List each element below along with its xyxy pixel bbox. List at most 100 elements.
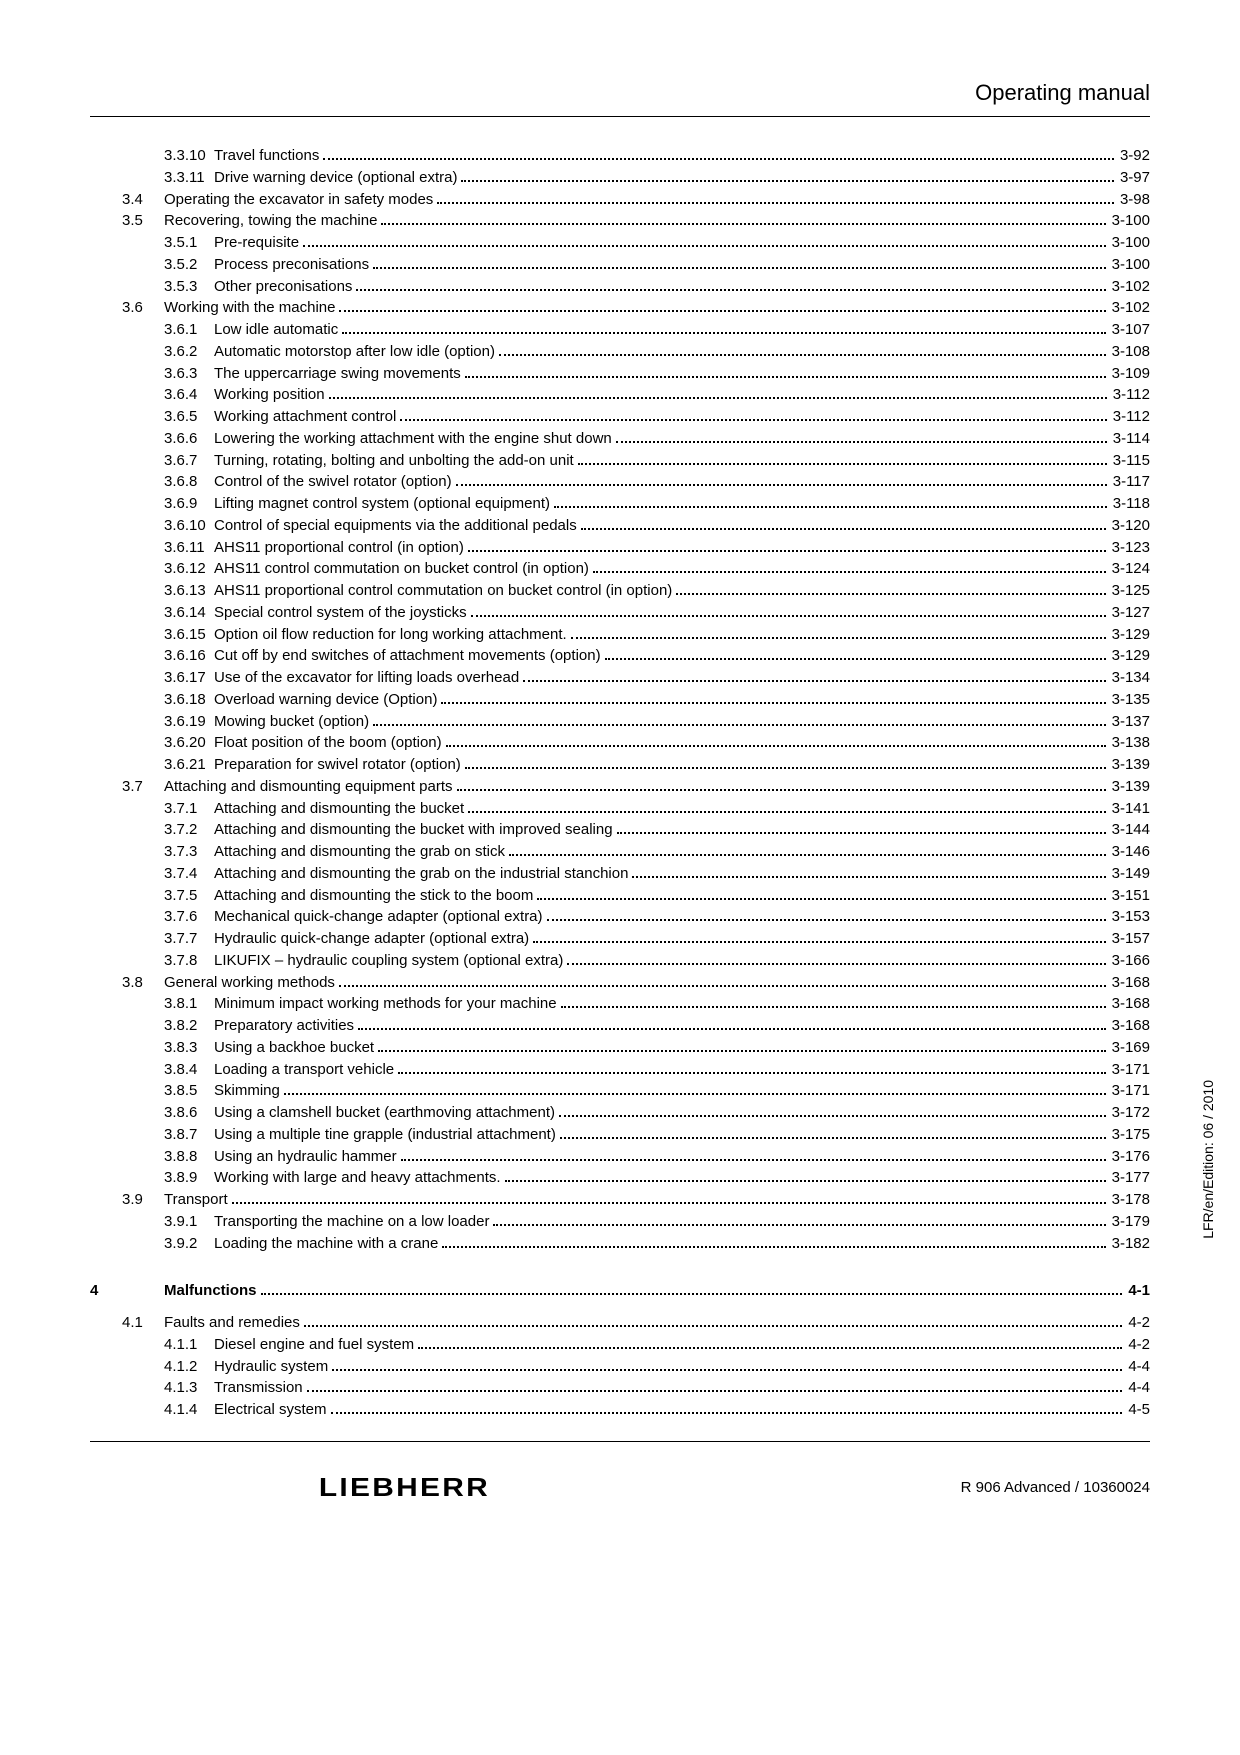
toc-entry-page: 3-182 — [1110, 1233, 1150, 1255]
toc-entry-page: 3-108 — [1110, 341, 1150, 363]
toc-entry: 3.6.15Option oil flow reduction for long… — [90, 624, 1150, 646]
toc-leader-dots — [537, 886, 1105, 900]
toc-entry: 3.6.7Turning, rotating, bolting and unbo… — [90, 450, 1150, 472]
toc-entry-title: Working with large and heavy attachments… — [214, 1167, 501, 1189]
toc-entry-page: 3-118 — [1111, 493, 1150, 515]
toc-entry-page: 4-5 — [1126, 1399, 1150, 1421]
toc-entry-page: 3-123 — [1110, 537, 1150, 559]
toc-entry-title: Recovering, towing the machine — [164, 210, 377, 232]
toc-leader-dots — [232, 1191, 1106, 1205]
toc-entry-page: 4-2 — [1126, 1312, 1150, 1334]
toc-entry-page: 3-141 — [1110, 798, 1150, 820]
toc-entry: 3.6.2Automatic motorstop after low idle … — [90, 341, 1150, 363]
toc-entry-title: Travel functions — [214, 145, 319, 167]
toc-leader-dots — [676, 582, 1105, 596]
toc-entry-title: Loading a transport vehicle — [214, 1059, 394, 1081]
toc-leader-dots — [581, 516, 1106, 530]
toc-entry-title: LIKUFIX – hydraulic coupling system (opt… — [214, 950, 563, 972]
toc-entry-title: Mowing bucket (option) — [214, 711, 369, 733]
toc-leader-dots — [465, 756, 1106, 770]
toc-leader-dots — [332, 1357, 1122, 1371]
toc-leader-dots — [561, 995, 1106, 1009]
toc-entry-title: Operating the excavator in safety modes — [164, 189, 433, 211]
toc-leader-dots — [381, 212, 1105, 226]
toc-leader-dots — [533, 930, 1105, 944]
toc-entry-title: Using a backhoe bucket — [214, 1037, 374, 1059]
toc-entry: 3.6.20Float position of the boom (option… — [90, 732, 1150, 754]
brand-logo: LIEBHERR — [319, 1472, 490, 1503]
toc-leader-dots — [441, 690, 1105, 704]
toc-entry-title: Automatic motorstop after low idle (opti… — [214, 341, 495, 363]
toc-entry-page: 3-107 — [1110, 319, 1150, 341]
toc-entry-page: 3-144 — [1110, 819, 1150, 841]
toc-entry: 3.9Transport 3-178 — [90, 1189, 1150, 1211]
toc-leader-dots — [437, 190, 1114, 204]
toc-entry-title: Electrical system — [214, 1399, 327, 1421]
toc-entry: 3.3.11Drive warning device (optional ext… — [90, 167, 1150, 189]
toc-entry-page: 3-166 — [1110, 950, 1150, 972]
toc-leader-dots — [378, 1038, 1106, 1052]
toc-entry-title: The uppercarriage swing movements — [214, 363, 461, 385]
toc-entry-title: Transport — [164, 1189, 228, 1211]
toc-entry: 3.7.3Attaching and dismounting the grab … — [90, 841, 1150, 863]
edition-side-text: LFR/en/Edition: 06 / 2010 — [1200, 1080, 1216, 1239]
toc-entry: 3.5Recovering, towing the machine 3-100 — [90, 210, 1150, 232]
toc-entry: 3.6.11AHS11 proportional control (in opt… — [90, 537, 1150, 559]
toc-entry: 3.6.19Mowing bucket (option) 3-137 — [90, 711, 1150, 733]
toc-entry-title: Attaching and dismounting the stick to t… — [214, 885, 533, 907]
toc-entry: 3.7.1Attaching and dismounting the bucke… — [90, 798, 1150, 820]
toc-entry-title: General working methods — [164, 972, 335, 994]
toc-entry-page: 4-4 — [1126, 1377, 1150, 1399]
toc-leader-dots — [303, 234, 1106, 248]
toc-entry-title: Cut off by end switches of attachment mo… — [214, 645, 601, 667]
toc-entry-title: Faults and remedies — [164, 1312, 300, 1334]
toc-entry-title: Process preconisations — [214, 254, 369, 276]
toc-entry: 3.7.7Hydraulic quick-change adapter (opt… — [90, 928, 1150, 950]
toc-entry-page: 3-127 — [1110, 602, 1150, 624]
toc-entry-page: 3-138 — [1110, 732, 1150, 754]
toc-entry-title: Drive warning device (optional extra) — [214, 167, 457, 189]
toc-leader-dots — [373, 255, 1106, 269]
toc-entry-page: 3-100 — [1110, 254, 1150, 276]
toc-entry: 3.8.3Using a backhoe bucket 3-169 — [90, 1037, 1150, 1059]
toc-entry-page: 3-168 — [1110, 1015, 1150, 1037]
toc-entry: 3.4Operating the excavator in safety mod… — [90, 189, 1150, 211]
toc-leader-dots — [342, 321, 1105, 335]
toc-leader-dots — [468, 799, 1105, 813]
toc-leader-dots — [560, 1125, 1106, 1139]
toc-entry-title: Turning, rotating, bolting and unbolting… — [214, 450, 574, 472]
toc-entry-page: 3-178 — [1110, 1189, 1150, 1211]
toc-entry-page: 4-2 — [1126, 1334, 1150, 1356]
toc-entry-title: Malfunctions — [164, 1280, 257, 1302]
toc-entry-title: Pre-requisite — [214, 232, 299, 254]
toc-entry-page: 3-97 — [1118, 167, 1150, 189]
toc-leader-dots — [398, 1060, 1106, 1074]
toc-entry-page: 3-139 — [1110, 776, 1150, 798]
toc-entry-title: Preparation for swivel rotator (option) — [214, 754, 461, 776]
toc-entry: 3.7.5Attaching and dismounting the stick… — [90, 885, 1150, 907]
toc-entry-page: 3-168 — [1110, 993, 1150, 1015]
toc-entry: 3.6.21Preparation for swivel rotator (op… — [90, 754, 1150, 776]
toc-entry-page: 3-112 — [1111, 406, 1150, 428]
toc-entry-page: 4-1 — [1126, 1280, 1150, 1302]
toc-entry-page: 3-168 — [1110, 972, 1150, 994]
toc-entry: 3.7.6Mechanical quick-change adapter (op… — [90, 906, 1150, 928]
toc-leader-dots — [307, 1379, 1123, 1393]
toc-entry-page: 3-171 — [1110, 1059, 1150, 1081]
toc-entry-title: Preparatory activities — [214, 1015, 354, 1037]
toc-entry-title: Attaching and dismounting the bucket — [214, 798, 464, 820]
toc-entry: 3.3.10Travel functions 3-92 — [90, 145, 1150, 167]
toc-entry: 3.5.1Pre-requisite 3-100 — [90, 232, 1150, 254]
toc-entry: 3.7.4Attaching and dismounting the grab … — [90, 863, 1150, 885]
toc-entry: 3.8General working methods 3-168 — [90, 972, 1150, 994]
toc-entry: 3.8.1Minimum impact working methods for … — [90, 993, 1150, 1015]
toc-entry-title: Hydraulic quick-change adapter (optional… — [214, 928, 529, 950]
toc-entry-title: Using an hydraulic hammer — [214, 1146, 397, 1168]
toc-entry: 3.6.8Control of the swivel rotator (opti… — [90, 471, 1150, 493]
toc-entry-title: Using a multiple tine grapple (industria… — [214, 1124, 556, 1146]
doc-reference: R 906 Advanced / 10360024 — [961, 1479, 1150, 1496]
toc-entry-page: 3-100 — [1110, 210, 1150, 232]
toc-entry-title: Minimum impact working methods for your … — [214, 993, 557, 1015]
toc-leader-dots — [616, 429, 1107, 443]
toc-leader-dots — [339, 299, 1105, 313]
